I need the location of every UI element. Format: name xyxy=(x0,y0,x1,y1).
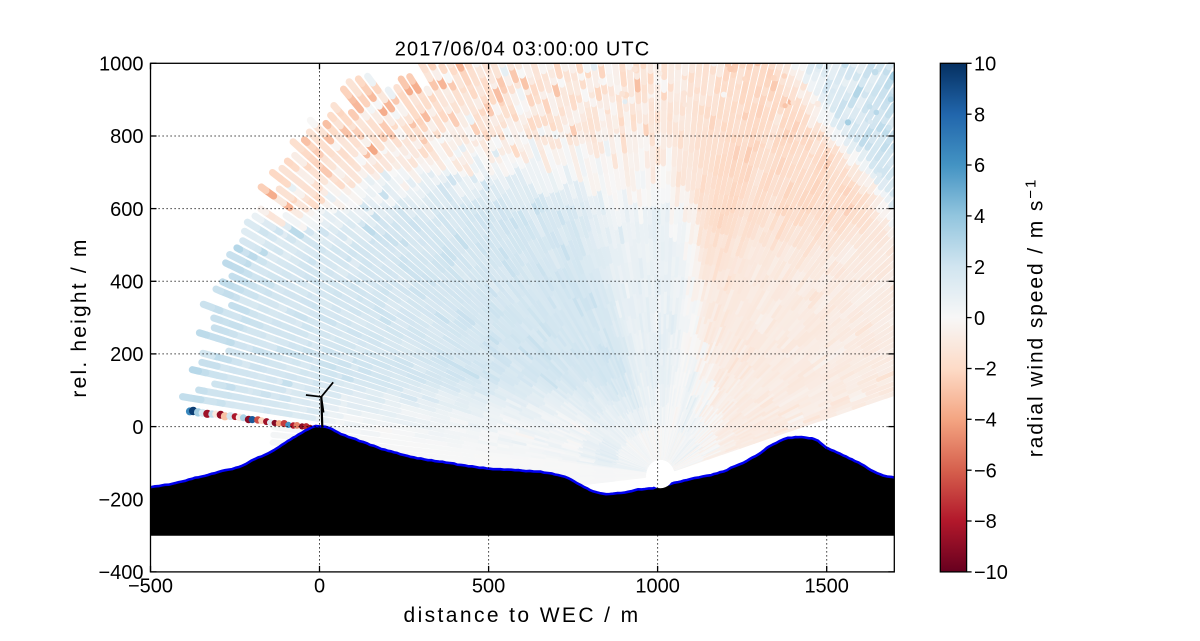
svg-text:8: 8 xyxy=(974,104,985,126)
svg-text:0: 0 xyxy=(974,308,985,330)
svg-text:1500: 1500 xyxy=(804,576,849,598)
svg-text:−500: −500 xyxy=(128,576,173,598)
svg-text:6: 6 xyxy=(974,155,985,177)
svg-text:0: 0 xyxy=(132,417,143,439)
svg-text:2017/06/04 03:00:00 UTC: 2017/06/04 03:00:00 UTC xyxy=(395,39,650,61)
svg-text:400: 400 xyxy=(110,272,143,294)
svg-text:600: 600 xyxy=(110,199,143,221)
svg-text:1000: 1000 xyxy=(635,576,680,598)
svg-text:−6: −6 xyxy=(974,460,997,482)
svg-text:−4: −4 xyxy=(974,410,997,432)
svg-text:−8: −8 xyxy=(974,511,997,533)
svg-text:−400: −400 xyxy=(98,562,143,584)
svg-text:−200: −200 xyxy=(98,489,143,511)
svg-text:−2: −2 xyxy=(974,359,997,381)
svg-text:10: 10 xyxy=(974,54,996,76)
svg-text:4: 4 xyxy=(974,206,985,228)
svg-text:radial wind speed / m s−1: radial wind speed / m s−1 xyxy=(1023,178,1048,457)
svg-text:−10: −10 xyxy=(974,562,1008,584)
svg-text:200: 200 xyxy=(110,344,143,366)
svg-text:1000: 1000 xyxy=(99,54,144,76)
svg-text:500: 500 xyxy=(472,576,505,598)
svg-text:distance to WEC / m: distance to WEC / m xyxy=(404,604,641,627)
svg-text:2: 2 xyxy=(974,257,985,279)
svg-text:0: 0 xyxy=(314,576,325,598)
svg-text:rel. height / m: rel. height / m xyxy=(68,237,91,397)
svg-text:800: 800 xyxy=(110,126,143,148)
